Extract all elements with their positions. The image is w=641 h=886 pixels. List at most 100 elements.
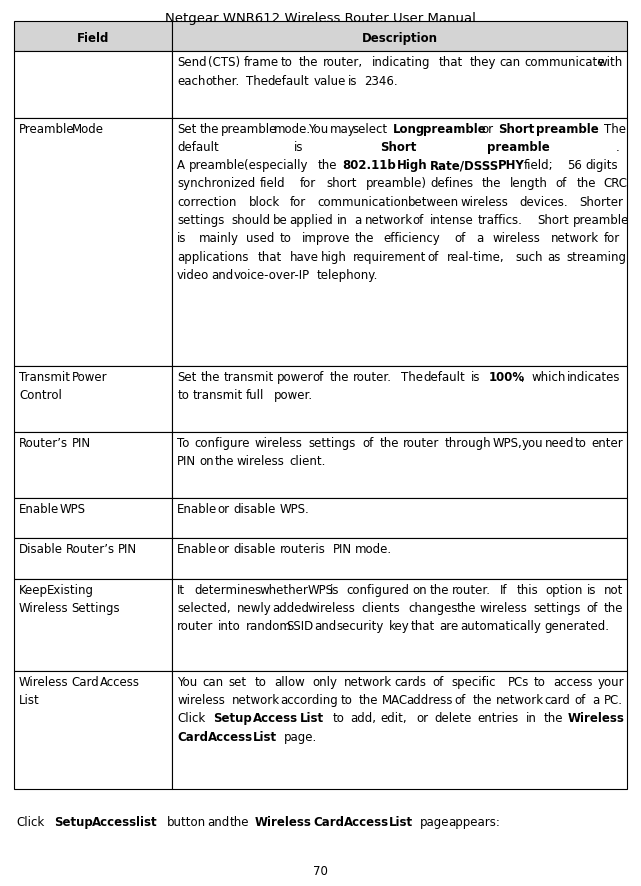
Bar (172, 52, 627, 119)
Text: mainly: mainly (199, 232, 239, 245)
Text: random: random (246, 619, 292, 633)
Text: or: or (482, 122, 494, 136)
Text: have: have (290, 251, 319, 263)
Text: Short: Short (379, 141, 416, 153)
Text: CRC: CRC (604, 177, 628, 190)
Text: determines: determines (194, 583, 261, 596)
Text: list: list (136, 815, 157, 828)
Text: in: in (337, 214, 348, 227)
Text: preamble: preamble (535, 122, 598, 136)
Text: routeris: routeris (280, 543, 326, 556)
Text: ,: , (520, 370, 524, 384)
Text: to: to (254, 675, 266, 688)
Text: (especially: (especially (244, 159, 308, 172)
Text: delete: delete (435, 711, 472, 725)
Text: between: between (408, 196, 459, 208)
Text: preamble: preamble (221, 122, 278, 136)
Text: select: select (352, 122, 387, 136)
Text: short: short (326, 177, 357, 190)
Text: router.: router. (353, 370, 392, 384)
Text: cards: cards (394, 675, 426, 688)
Text: be: be (272, 214, 287, 227)
Text: Setup: Setup (213, 711, 252, 725)
Text: for: for (299, 177, 315, 190)
Text: wireless: wireless (492, 232, 540, 245)
Text: to: to (341, 694, 353, 706)
Text: clients: clients (362, 602, 400, 614)
Text: field: field (260, 177, 285, 190)
Text: Settings: Settings (72, 602, 121, 614)
Text: added: added (272, 602, 309, 614)
Text: The: The (401, 370, 422, 384)
Text: for: for (604, 232, 620, 245)
Text: add,: add, (351, 711, 376, 725)
Text: Access: Access (253, 711, 298, 725)
Text: a: a (592, 694, 599, 706)
Text: or: or (217, 502, 229, 516)
Bar (14, 119, 172, 366)
Text: frame: frame (244, 57, 279, 69)
Text: Card: Card (313, 815, 344, 828)
Text: the: the (229, 815, 249, 828)
Text: the: the (482, 177, 502, 190)
Text: High: High (396, 159, 427, 172)
Text: the: the (456, 602, 476, 614)
Text: improve: improve (302, 232, 351, 245)
Text: block: block (249, 196, 280, 208)
Text: The: The (604, 122, 626, 136)
Text: applied: applied (290, 214, 333, 227)
Text: on: on (413, 583, 428, 596)
Text: Enable: Enable (19, 502, 59, 516)
Text: you: you (522, 437, 543, 449)
Text: Wireless: Wireless (19, 602, 69, 614)
Text: is: is (294, 141, 303, 153)
Bar (172, 579, 627, 671)
Text: disable: disable (233, 502, 276, 516)
Text: List: List (300, 711, 324, 725)
Text: which: which (531, 370, 566, 384)
Text: whether: whether (260, 583, 308, 596)
Text: allow: allow (274, 675, 304, 688)
Text: Setup: Setup (54, 815, 92, 828)
Text: wireless: wireless (254, 437, 303, 449)
Text: Access: Access (100, 675, 140, 688)
Text: 802.11b: 802.11b (342, 159, 396, 172)
Text: field;: field; (524, 159, 554, 172)
Text: communicate: communicate (524, 57, 604, 69)
Text: the: the (429, 583, 449, 596)
Text: Disable: Disable (19, 543, 63, 556)
Text: Click: Click (177, 711, 205, 725)
Text: wireless: wireless (308, 602, 355, 614)
Text: used: used (246, 232, 274, 245)
Text: of: of (428, 251, 439, 263)
Text: are: are (439, 619, 458, 633)
Text: Card: Card (177, 730, 208, 742)
Text: PIN: PIN (177, 455, 196, 468)
Text: communication: communication (318, 196, 409, 208)
Text: PCs: PCs (508, 675, 529, 688)
Text: of: of (362, 437, 374, 449)
Text: transmit: transmit (193, 389, 243, 401)
Text: traffics.: traffics. (478, 214, 522, 227)
Text: Set: Set (177, 370, 197, 384)
Text: network: network (365, 214, 413, 227)
Text: List: List (389, 815, 413, 828)
Text: is: is (587, 583, 596, 596)
Text: Shorter: Shorter (579, 196, 623, 208)
Text: high: high (321, 251, 347, 263)
Text: Wireless: Wireless (567, 711, 624, 725)
Text: the: the (576, 177, 595, 190)
Text: the: the (200, 370, 220, 384)
Text: wireless: wireless (479, 602, 527, 614)
Text: and: and (314, 619, 337, 633)
Text: Short: Short (497, 122, 534, 136)
Text: PHY: PHY (497, 159, 524, 172)
Text: of: of (555, 177, 567, 190)
Text: router: router (403, 437, 439, 449)
Text: The: The (246, 74, 268, 88)
Text: only: only (312, 675, 337, 688)
Text: card: card (544, 694, 570, 706)
Text: settings: settings (533, 602, 580, 614)
Text: preamble: preamble (573, 214, 629, 227)
Text: can: can (203, 675, 224, 688)
